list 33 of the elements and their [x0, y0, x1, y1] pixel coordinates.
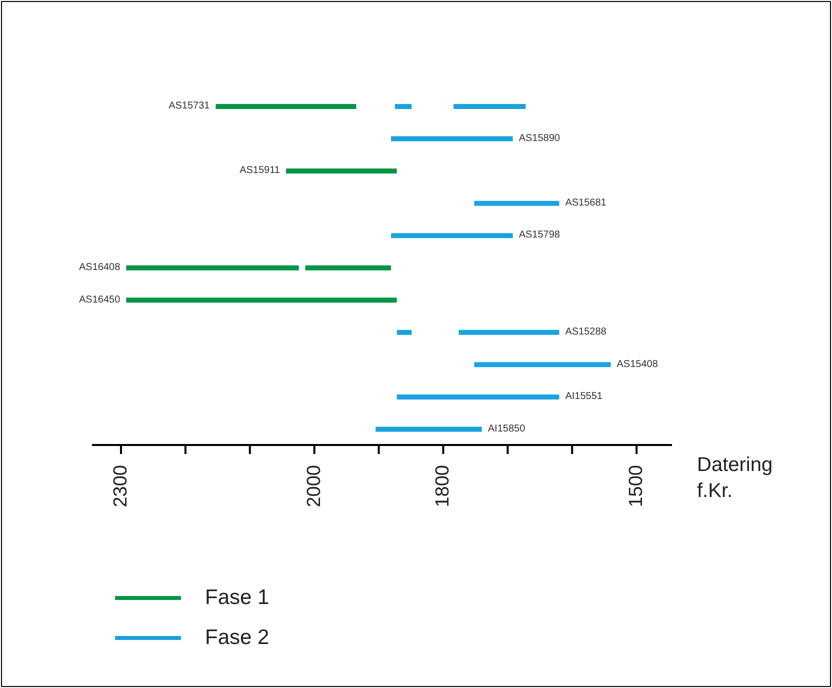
- y-tick-label: AS15681: [565, 197, 607, 208]
- legend-label: Fase 1: [205, 586, 270, 610]
- bar: [396, 330, 412, 335]
- bar: [394, 104, 412, 109]
- x-tick-label: 1800: [432, 465, 454, 508]
- bar: [454, 104, 526, 109]
- x-axis-title: Datering f.Kr.: [697, 453, 774, 504]
- bar: [391, 233, 513, 238]
- y-tick-label: AS16450: [79, 294, 121, 306]
- bar: [396, 394, 560, 400]
- bar: [286, 168, 397, 174]
- bar: [126, 298, 397, 303]
- bar: [474, 200, 560, 206]
- y-tick-label: AI15551: [565, 391, 603, 402]
- bar: [126, 265, 299, 270]
- y-tick-label: AS15288: [565, 326, 607, 338]
- y-tick-label: AS15731: [168, 100, 210, 112]
- bar: [305, 265, 392, 270]
- y-tick-label: AS15890: [518, 132, 560, 144]
- y-tick-label: AS15798: [518, 230, 560, 241]
- x-tick-label: 1500: [626, 465, 648, 508]
- bar: [474, 362, 611, 368]
- y-tick-label: AI15850: [488, 423, 526, 434]
- bar: [391, 136, 513, 142]
- x-tick-label: 2000: [304, 465, 325, 508]
- bar: [376, 426, 482, 432]
- y-tick-label: AS15408: [616, 358, 658, 370]
- y-tick-label: AS15911: [240, 165, 280, 176]
- legend-label: Fase 2: [205, 626, 270, 650]
- bar: [458, 330, 560, 335]
- y-tick-label: AS16408: [79, 262, 121, 273]
- bar: [216, 104, 356, 109]
- x-tick-label: 2300: [110, 465, 132, 508]
